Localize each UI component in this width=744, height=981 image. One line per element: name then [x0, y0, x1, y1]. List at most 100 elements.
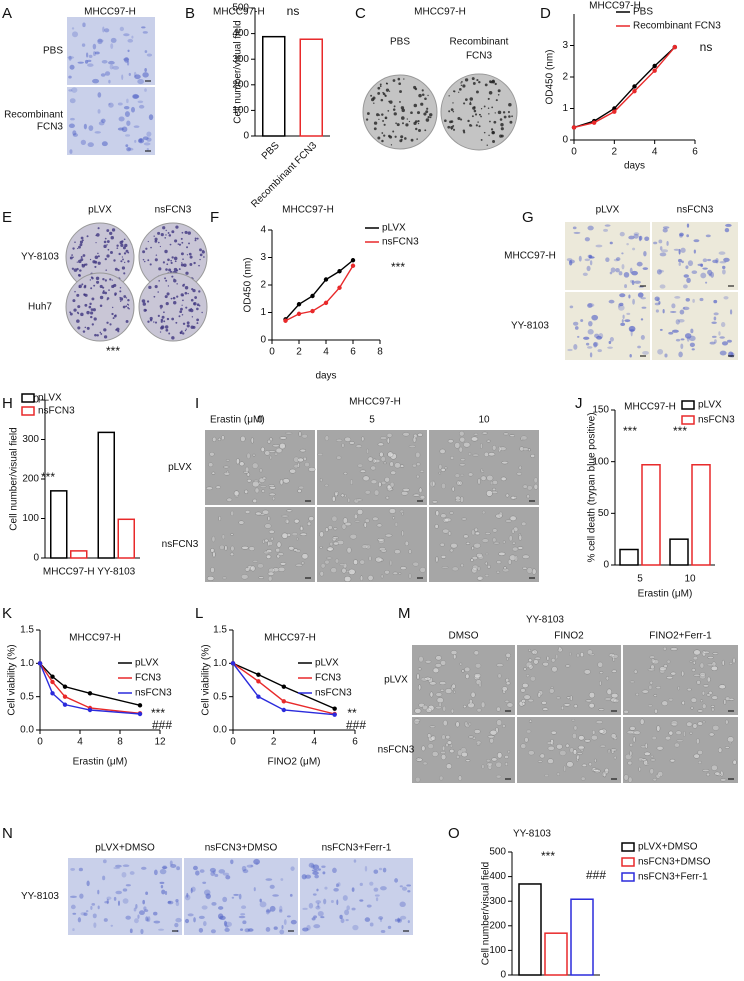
cell [631, 280, 635, 285]
cell [690, 697, 697, 703]
cell [578, 744, 585, 751]
colony [395, 122, 397, 125]
colony [164, 295, 168, 299]
cell [685, 265, 689, 269]
cell [718, 251, 726, 255]
x-axis-label: FINO2 (μM) [268, 757, 321, 768]
cell [142, 899, 145, 905]
colony [426, 107, 429, 110]
cell [369, 922, 374, 927]
cell [680, 247, 686, 253]
cell [102, 859, 107, 864]
cell [608, 299, 615, 304]
cell [94, 51, 100, 55]
cell [610, 654, 619, 659]
cell [629, 742, 634, 747]
y-tick-label: 500 [232, 3, 249, 14]
cell [415, 757, 423, 762]
colony [185, 271, 189, 275]
colony [184, 329, 187, 332]
cell [721, 341, 729, 346]
cell [285, 431, 293, 435]
colony [114, 292, 117, 296]
cell [611, 669, 617, 673]
cell [235, 458, 240, 465]
cell [689, 731, 693, 735]
cell [697, 263, 704, 267]
cell [573, 344, 578, 350]
colony [421, 89, 424, 92]
cell [238, 520, 245, 525]
cell [473, 432, 479, 436]
colony [80, 312, 84, 317]
colony [450, 125, 454, 130]
cell [331, 515, 338, 522]
colony [91, 323, 94, 326]
colony [203, 256, 205, 258]
colony [78, 259, 82, 264]
cell [453, 690, 456, 694]
colony [106, 297, 110, 300]
cell [186, 892, 189, 898]
colony [384, 94, 386, 96]
cell [668, 331, 674, 335]
cell [106, 896, 112, 900]
cell [477, 478, 481, 485]
cell [298, 431, 302, 437]
bar [570, 898, 594, 976]
cell [673, 248, 680, 251]
cell [675, 730, 682, 735]
colony [181, 313, 184, 316]
cell [722, 265, 726, 270]
cell [280, 878, 284, 881]
cell [440, 753, 447, 761]
cell [146, 918, 149, 922]
colony [104, 291, 108, 295]
cell [257, 563, 264, 569]
cell [320, 563, 326, 569]
y-tick-label: 300 [22, 434, 39, 445]
cell [72, 133, 78, 137]
colony [417, 122, 420, 125]
legend-swatch [621, 857, 635, 867]
annotation: ** [347, 706, 357, 720]
annotation: *** [623, 424, 637, 438]
cell [686, 234, 690, 238]
data-point [310, 308, 315, 314]
colony [188, 242, 190, 245]
colony [186, 246, 189, 249]
panel-letter: I [195, 395, 199, 412]
cell [72, 912, 77, 915]
legend-label: FCN3 [315, 673, 342, 684]
cell [299, 526, 304, 531]
colony [167, 258, 170, 262]
cell [225, 875, 231, 880]
colony [167, 232, 170, 234]
cell [609, 337, 614, 342]
bar [669, 538, 689, 566]
cell [459, 436, 466, 443]
colony [388, 90, 391, 92]
cell [110, 37, 117, 43]
cell [84, 59, 89, 64]
colony [90, 308, 94, 311]
cell [510, 495, 516, 500]
colony [480, 108, 483, 110]
cell [480, 701, 486, 709]
cell [100, 119, 104, 122]
cell [718, 684, 726, 690]
colony [103, 335, 108, 339]
micrograph [317, 430, 427, 505]
cell [432, 480, 436, 487]
colony [162, 226, 166, 230]
cell [221, 435, 225, 441]
cell [312, 871, 319, 875]
cell [626, 312, 631, 315]
cell [640, 334, 645, 340]
cell [474, 531, 481, 536]
cell [272, 567, 280, 573]
cell [528, 664, 534, 670]
cell [496, 663, 504, 667]
cell [387, 925, 392, 930]
cell [642, 267, 649, 270]
